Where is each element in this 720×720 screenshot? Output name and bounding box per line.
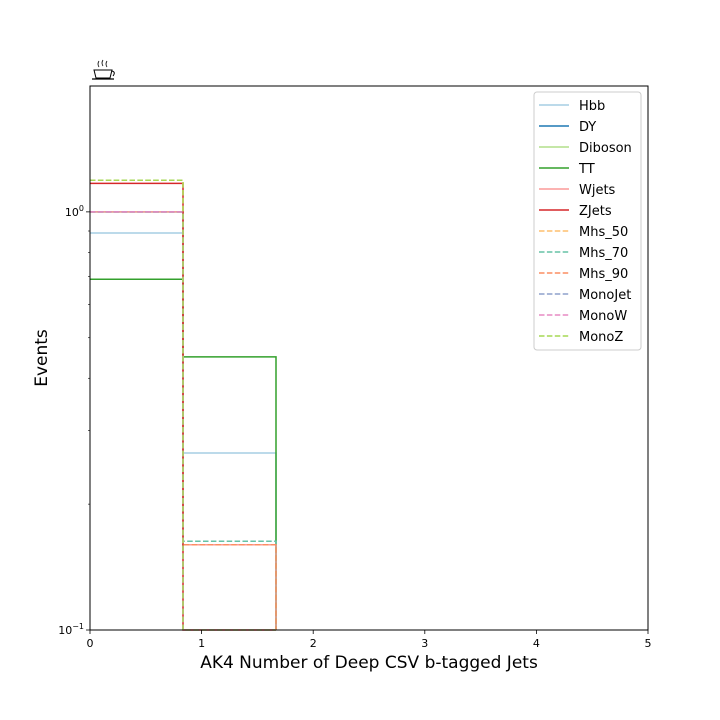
legend-label: Diboson bbox=[579, 141, 632, 156]
axes-frame bbox=[89, 85, 649, 631]
legend-label: Mhs_90 bbox=[579, 267, 628, 282]
legend-label: MonoJet bbox=[579, 288, 631, 303]
teacup-icon bbox=[92, 59, 115, 80]
legend-label: DY bbox=[579, 120, 596, 135]
x-tick-label: 4 bbox=[533, 637, 540, 650]
legend-label: Mhs_50 bbox=[579, 225, 628, 240]
x-tick-label: 3 bbox=[421, 637, 428, 650]
legend-label: Mhs_70 bbox=[579, 246, 628, 261]
legend-label: MonoW bbox=[579, 309, 627, 324]
legend-label: Hbb bbox=[579, 99, 605, 114]
legend-label: ZJets bbox=[579, 204, 612, 219]
y-axis-label: Events bbox=[32, 329, 52, 387]
x-tick-label: 1 bbox=[198, 637, 205, 650]
y-tick-label: 100 bbox=[65, 204, 84, 219]
x-axis-label: AK4 Number of Deep CSV b-tagged Jets bbox=[200, 653, 538, 673]
x-tick-label: 5 bbox=[645, 637, 652, 650]
legend-label: TT bbox=[578, 162, 595, 177]
y-tick-label: 10−1 bbox=[58, 622, 84, 637]
legend: Hbb DY Diboson TT Wjets ZJets Mhs_50 Mhs_70 Mhs_… bbox=[533, 91, 642, 351]
y-axis: 10−1 100 bbox=[58, 204, 90, 637]
x-axis: 0 1 2 3 4 5 bbox=[87, 630, 652, 650]
x-tick-label: 0 bbox=[87, 637, 94, 650]
legend-label: Wjets bbox=[579, 183, 616, 198]
x-tick-label: 2 bbox=[310, 637, 317, 650]
legend-frame bbox=[533, 91, 642, 351]
series-mhs-90 bbox=[90, 211, 277, 630]
legend-label: MonoZ bbox=[579, 330, 623, 345]
